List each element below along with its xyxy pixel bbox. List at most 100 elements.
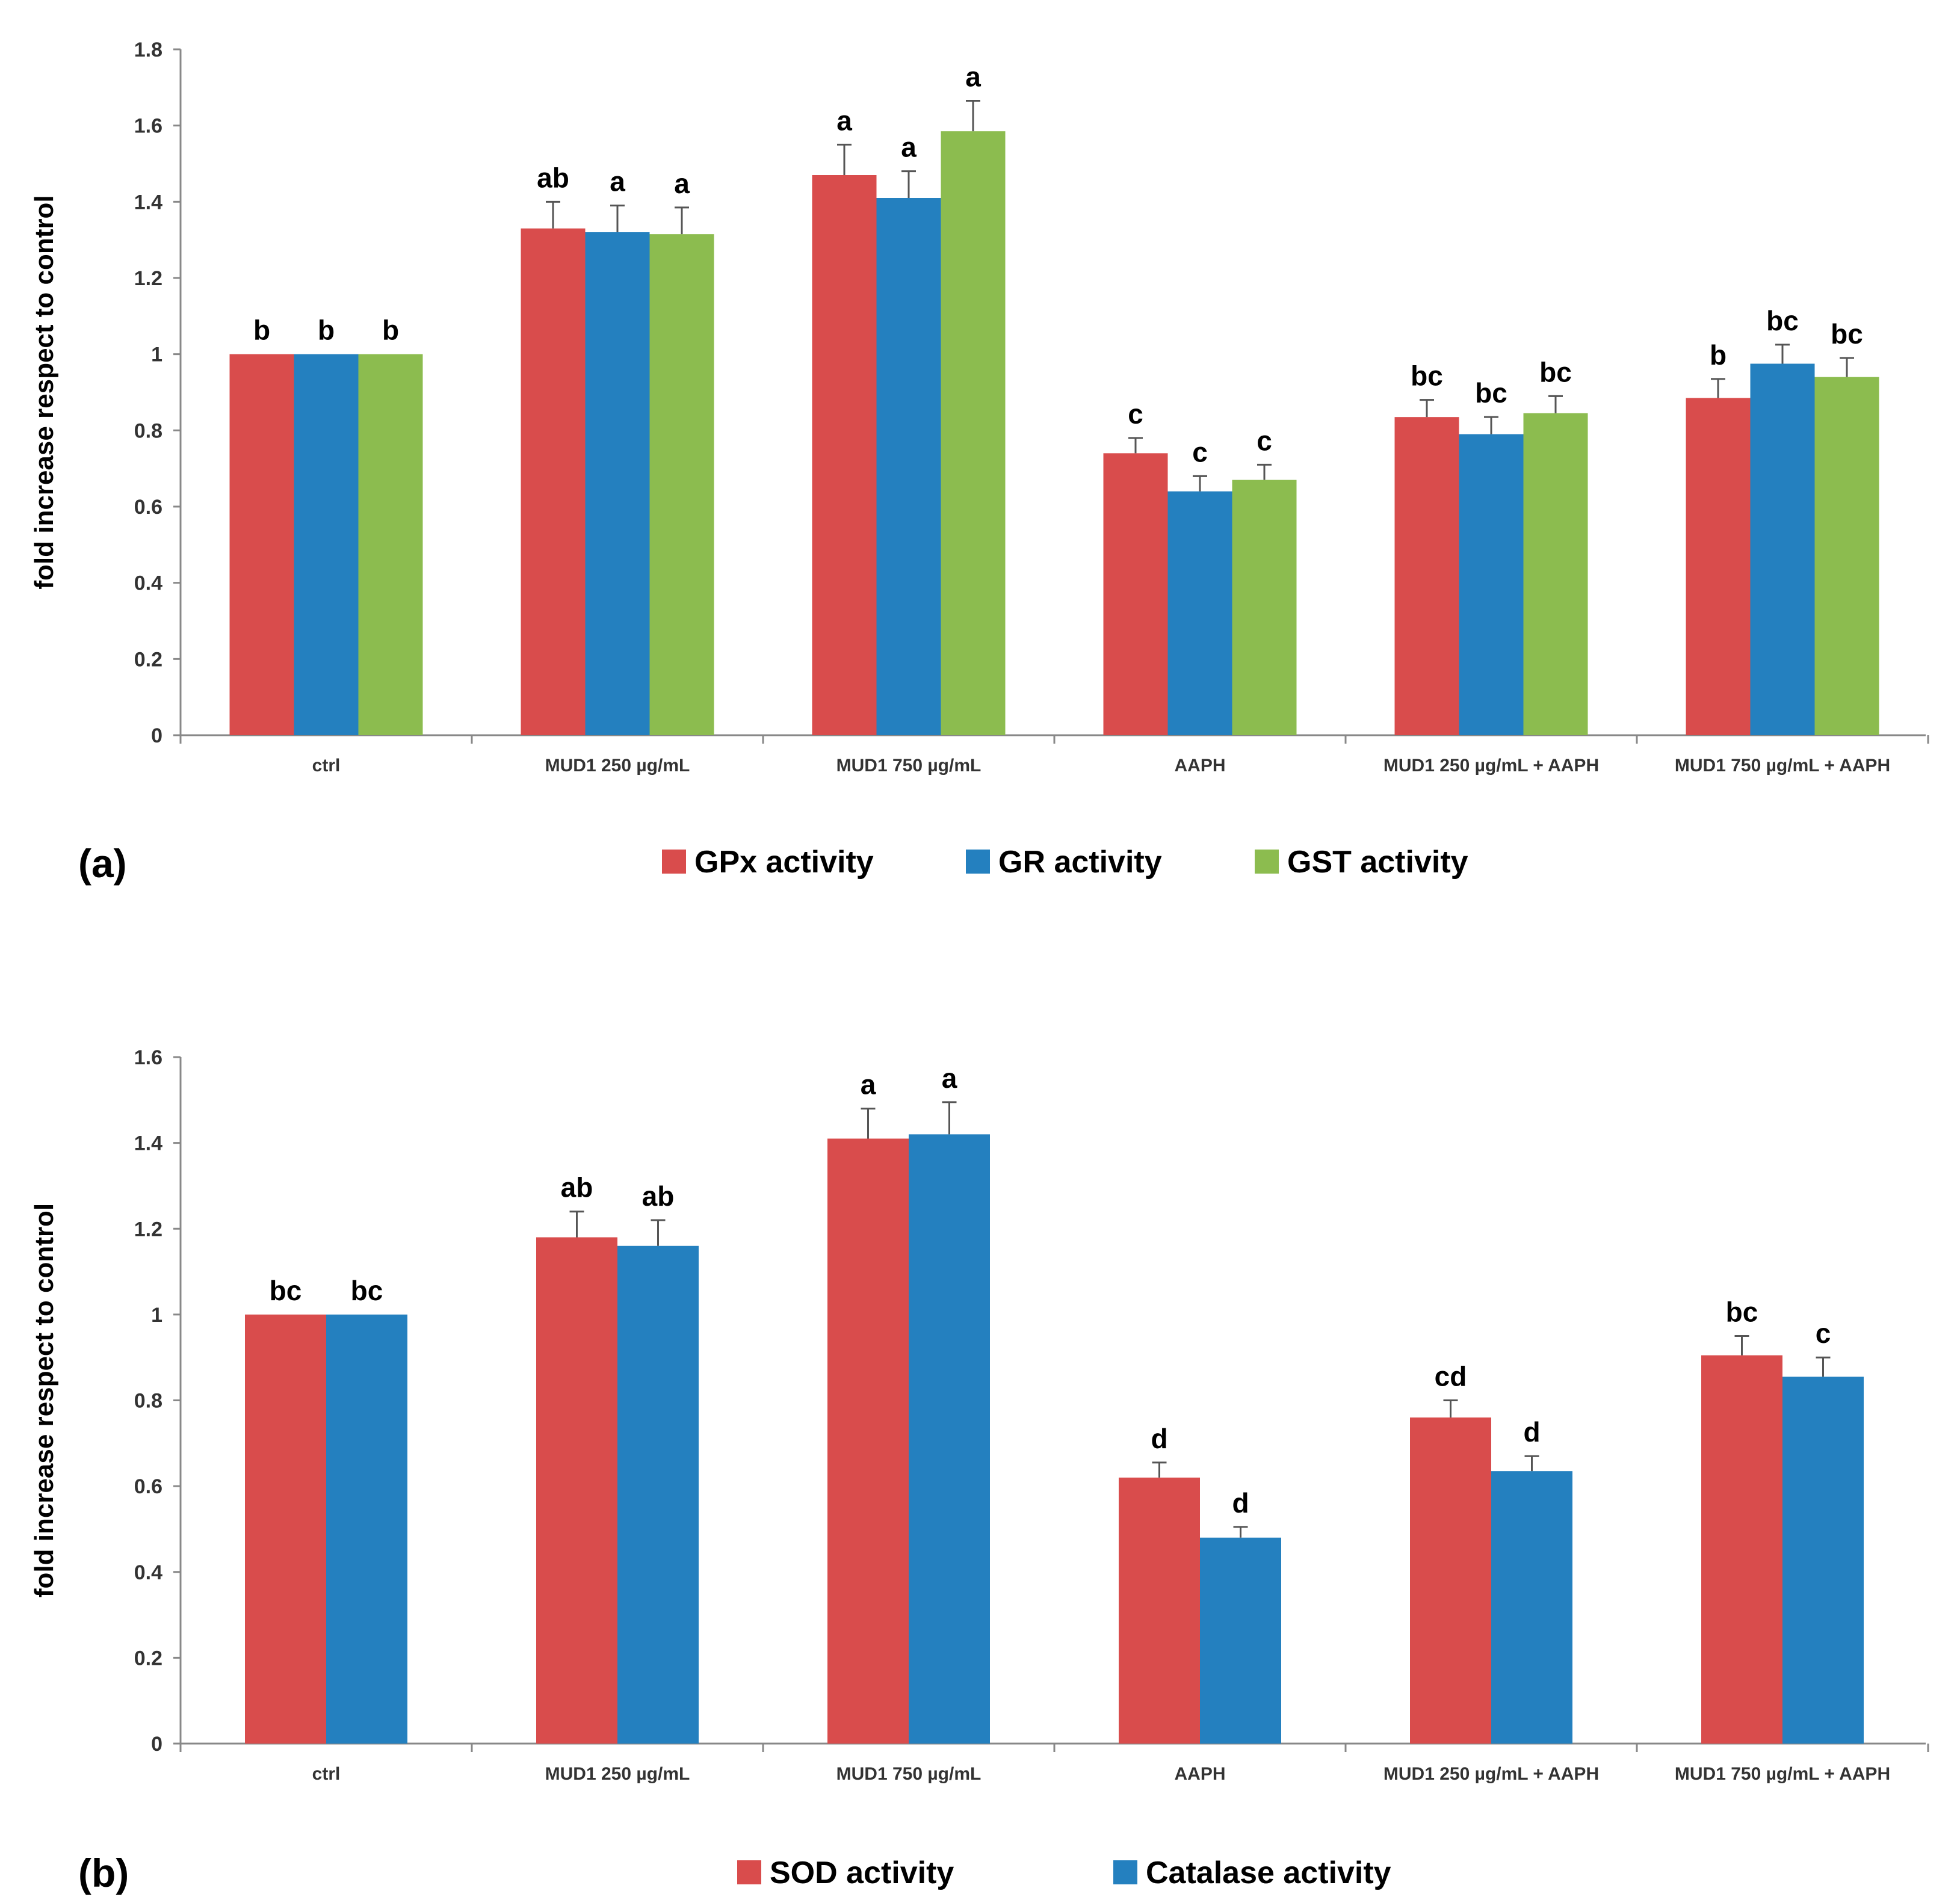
significance-label: c [1128,398,1143,430]
bar [617,1245,699,1744]
significance-label: ab [537,162,569,193]
x-category-label: ctrl [312,756,341,776]
bar [1232,480,1297,735]
significance-label: a [965,61,981,93]
bar [245,1314,326,1744]
y-tick-label: 0 [151,724,162,747]
significance-label: a [836,105,852,136]
legend-label: GR activity [998,845,1162,880]
x-category-label: MUD1 750 µg/mL + AAPH [1675,1764,1890,1784]
bar [1523,413,1588,735]
bar [1686,398,1751,735]
significance-label: d [1151,1423,1167,1454]
y-tick-label: 0 [151,1733,162,1756]
significance-label: b [253,315,270,346]
significance-label: bc [1831,318,1863,350]
significance-label: cd [1435,1361,1467,1392]
y-axis-title: fold increase respect to control [29,195,59,589]
y-tick-label: 1 [151,1304,162,1327]
significance-label: bc [1766,305,1799,336]
bar [1814,377,1879,735]
significance-label: bc [1475,377,1507,409]
legend: GPx activity GR activity GST activity [662,845,1468,880]
y-tick-label: 1 [151,344,162,366]
x-category-label: AAPH [1174,1764,1225,1784]
significance-label: c [1257,425,1272,456]
bar [1200,1537,1281,1744]
bar [649,234,714,736]
bar [1103,453,1168,735]
x-category-label: MUD1 750 µg/mL [836,756,982,776]
legend-label: SOD activity [770,1855,954,1890]
bar [1750,363,1815,735]
legend-label: Catalase activity [1146,1855,1391,1890]
significance-label: ab [561,1172,593,1203]
bar [941,131,1006,735]
x-category-label: MUD1 250 µg/mL [545,1764,690,1784]
significance-label: bc [1539,356,1572,387]
bar [1459,434,1524,735]
bar [358,354,423,735]
significance-label: c [1192,436,1208,467]
bar [1167,491,1232,735]
y-tick-label: 1.6 [134,1046,162,1069]
panel-label: (b) [78,1851,129,1895]
significance-label: a [901,132,917,163]
legend: SOD activity Catalase activity [737,1855,1391,1890]
panel-label: (a) [78,841,127,886]
bar [1119,1477,1200,1744]
x-category-label: MUD1 750 µg/mL + AAPH [1675,756,1890,776]
legend-label: GPx activity [694,845,874,880]
significance-label: b [382,315,399,346]
legend-swatch [966,850,990,874]
significance-label: ab [642,1180,675,1212]
y-tick-label: 0.6 [134,496,162,519]
significance-label: a [942,1063,957,1094]
chart-panel-b: 0 0.2 0.4 0.6 0.8 1 1.2 1.4 1.6 fold increase res… [29,1046,1929,1895]
bar [1410,1417,1491,1744]
bar [827,1138,909,1744]
legend-swatch [662,850,686,874]
significance-label: b [318,315,335,346]
bar [585,232,650,735]
significance-label: bc [270,1275,302,1306]
bar [1782,1377,1864,1744]
bar [1491,1471,1572,1744]
chart-panel-a: 0 0.2 0.4 0.6 0.8 1 1.2 1.4 1.6 1.8 fold increase … [29,39,1929,886]
y-tick-label: 1.4 [134,191,162,214]
significance-label: a [610,166,625,197]
significance-label: bc [1411,360,1443,392]
legend-swatch [1113,1860,1137,1884]
y-tick-label: 0.4 [134,572,162,595]
significance-label: a [861,1069,876,1100]
y-tick-label: 0.2 [134,648,162,671]
y-tick-label: 0.8 [134,419,162,442]
significance-label: bc [351,1275,383,1306]
bar [536,1237,617,1744]
x-category-label: MUD1 250 µg/mL [545,756,690,776]
y-axis-title: fold increase respect to control [29,1203,59,1597]
bar [294,354,359,735]
y-tick-label: 1.2 [134,1218,162,1241]
bar [326,1314,407,1744]
y-tick-label: 1.6 [134,115,162,138]
x-category-label: MUD1 750 µg/mL [836,1764,982,1784]
bar [909,1134,990,1744]
significance-label: c [1816,1318,1831,1349]
bar [812,175,877,735]
bar [876,198,941,735]
significance-label: b [1710,339,1727,371]
bar [229,354,294,735]
significance-label: d [1232,1487,1249,1519]
y-tick-label: 1.8 [134,39,162,61]
legend-label: GST activity [1287,845,1468,880]
y-tick-label: 1.2 [134,267,162,290]
y-tick-label: 1.4 [134,1132,162,1155]
significance-label: bc [1726,1297,1758,1328]
significance-label: a [674,168,690,199]
bar [521,228,586,736]
y-tick-label: 0.2 [134,1647,162,1670]
legend-swatch [737,1860,761,1884]
y-tick-label: 0.4 [134,1561,162,1584]
